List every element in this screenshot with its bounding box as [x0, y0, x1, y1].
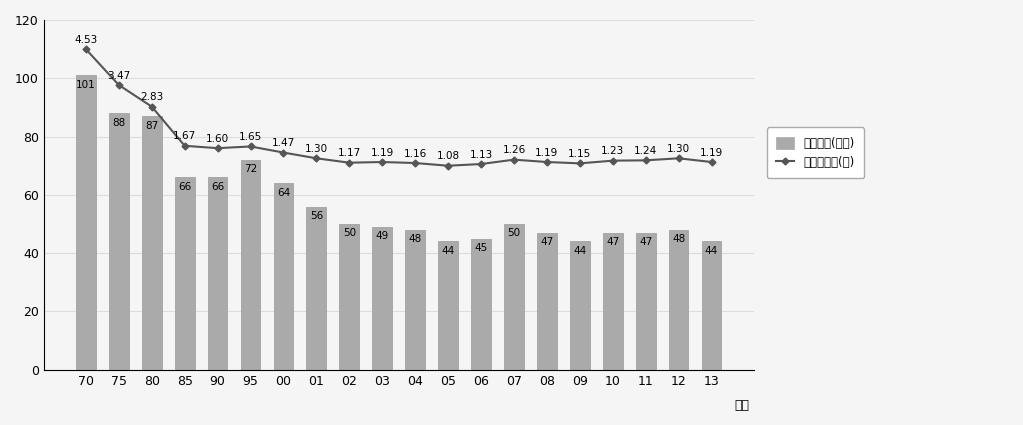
Text: 45: 45: [475, 243, 488, 253]
Bar: [208, 177, 227, 370]
Text: 1.65: 1.65: [239, 132, 262, 142]
Bar: [372, 227, 392, 370]
Text: 87: 87: [145, 121, 159, 130]
Text: 1.19: 1.19: [700, 147, 723, 158]
Text: 1.17: 1.17: [338, 148, 361, 159]
Text: 64: 64: [277, 187, 291, 198]
Text: 50: 50: [507, 228, 521, 238]
Text: 88: 88: [113, 118, 126, 128]
Text: 1.47: 1.47: [272, 138, 295, 148]
Bar: [307, 207, 326, 370]
Text: 66: 66: [211, 182, 224, 192]
Text: 1.08: 1.08: [437, 151, 459, 162]
Text: 47: 47: [606, 237, 619, 247]
Text: 1.23: 1.23: [602, 146, 624, 156]
Text: 1.67: 1.67: [173, 131, 196, 142]
Bar: [603, 233, 623, 370]
Text: 1.26: 1.26: [502, 145, 526, 155]
Text: 1.60: 1.60: [206, 134, 229, 144]
Bar: [537, 233, 557, 370]
Text: 1.13: 1.13: [470, 150, 493, 160]
Text: 101: 101: [76, 80, 96, 90]
Bar: [472, 238, 491, 370]
Text: 4.53: 4.53: [75, 35, 97, 45]
Text: 47: 47: [639, 237, 653, 247]
Bar: [405, 230, 425, 370]
Text: 연도: 연도: [735, 399, 750, 412]
Text: 47: 47: [540, 237, 553, 247]
Bar: [438, 241, 458, 370]
Text: 48: 48: [672, 234, 685, 244]
Text: 1.15: 1.15: [568, 149, 591, 159]
Text: 3.47: 3.47: [107, 71, 131, 81]
Text: 1.19: 1.19: [370, 147, 394, 158]
Text: 1.16: 1.16: [403, 149, 427, 159]
Text: 1.30: 1.30: [305, 144, 328, 154]
Bar: [702, 241, 721, 370]
Text: 2.83: 2.83: [140, 92, 164, 102]
Bar: [273, 183, 294, 370]
Bar: [669, 230, 688, 370]
Text: 66: 66: [178, 182, 191, 192]
Bar: [635, 233, 656, 370]
Text: 48: 48: [408, 234, 421, 244]
Text: 1.24: 1.24: [634, 146, 658, 156]
Text: 50: 50: [343, 228, 356, 238]
Legend: 신생아수(만명), 합계출산율(명): 신생아수(만명), 합계출산율(명): [766, 128, 864, 178]
Bar: [504, 224, 524, 370]
Text: 44: 44: [442, 246, 454, 256]
Text: 72: 72: [243, 164, 257, 174]
Text: 44: 44: [573, 246, 586, 256]
Text: 1.30: 1.30: [667, 144, 691, 154]
Text: 1.19: 1.19: [535, 147, 559, 158]
Bar: [340, 224, 359, 370]
Bar: [175, 177, 194, 370]
Bar: [76, 75, 96, 370]
Text: 49: 49: [375, 231, 389, 241]
Bar: [240, 160, 261, 370]
Bar: [570, 241, 589, 370]
Bar: [142, 116, 162, 370]
Bar: [108, 113, 129, 370]
Text: 56: 56: [310, 211, 323, 221]
Text: 44: 44: [705, 246, 718, 256]
